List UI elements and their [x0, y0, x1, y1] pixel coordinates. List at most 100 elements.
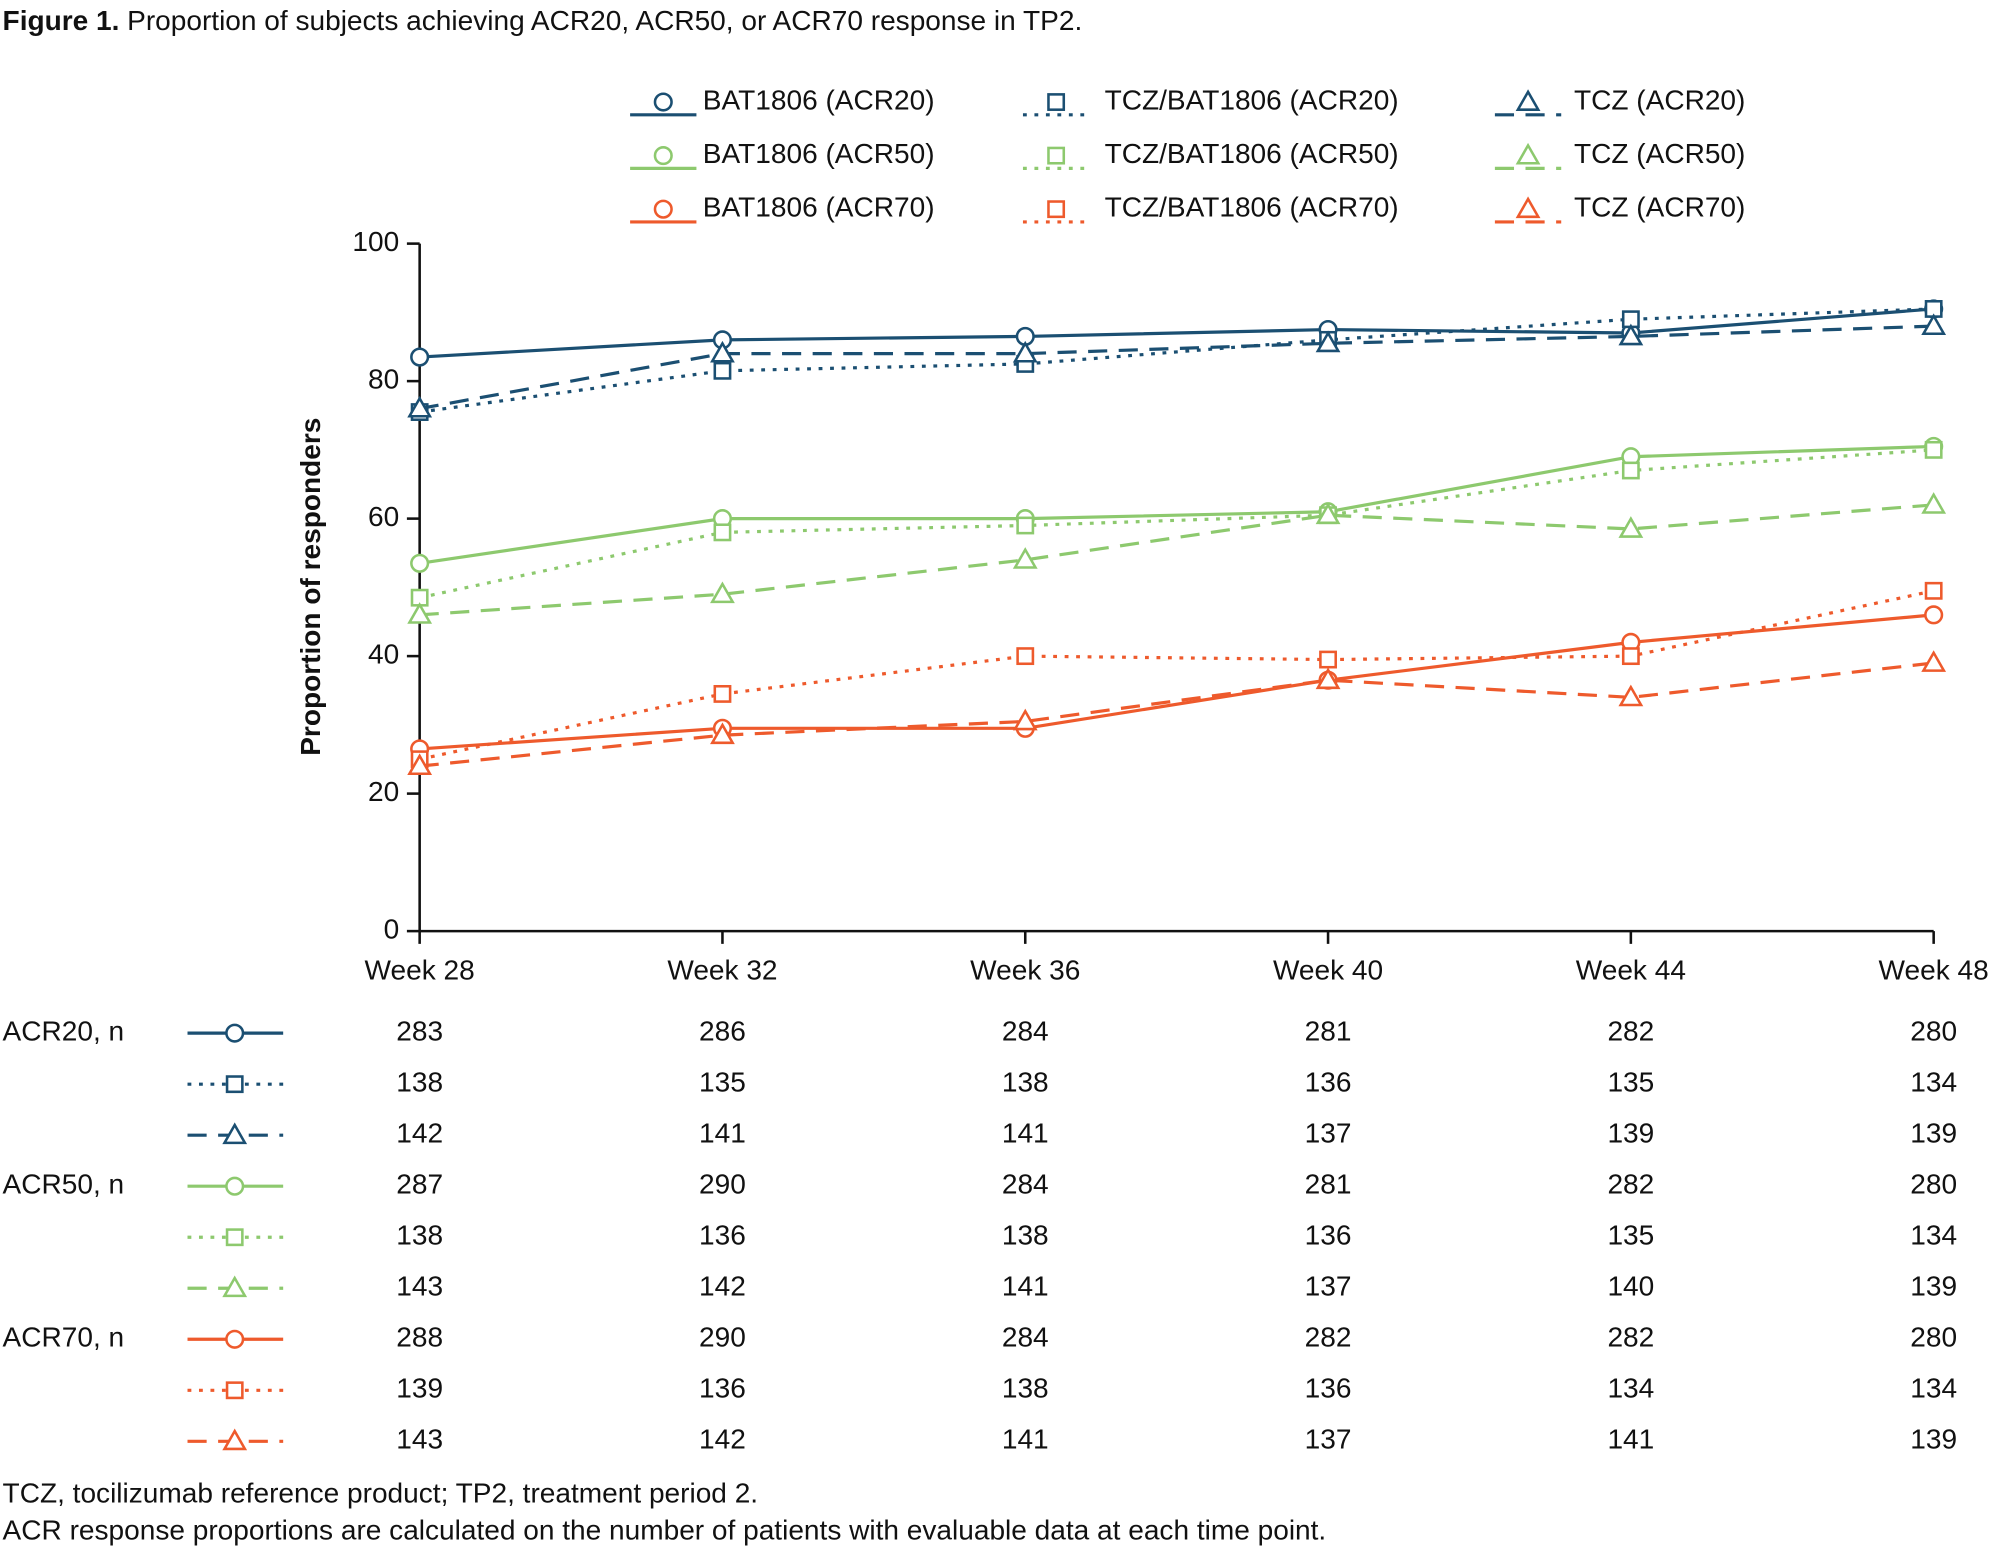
legend-label: TCZ/BAT1806 (ACR70): [1105, 192, 1399, 223]
table-cell: 135: [1607, 1067, 1654, 1098]
footnote: ACR response proportions are calculated …: [3, 1514, 1327, 1545]
table-cell: 290: [699, 1169, 746, 1200]
data-point: [1921, 650, 1947, 672]
data-point: [1012, 340, 1038, 363]
series-line: [419, 307, 1934, 414]
table-cell: 135: [1607, 1220, 1654, 1251]
table-cell: 138: [396, 1220, 443, 1251]
legend-label: BAT1806 (ACR70): [703, 192, 935, 223]
table-cell: 134: [1910, 1373, 1957, 1404]
x-tick-label: Week 28: [365, 954, 475, 985]
table-cell: 286: [699, 1016, 746, 1047]
data-point: [1621, 461, 1640, 480]
series-line: [419, 503, 1934, 617]
table-cell: 284: [1002, 1016, 1049, 1047]
data-point: [713, 361, 732, 380]
table-cell: 136: [699, 1220, 746, 1251]
x-tick-label: Week 48: [1879, 954, 1989, 985]
data-point: [1012, 708, 1038, 731]
table-cell: 280: [1910, 1169, 1957, 1200]
table-cell: 141: [1002, 1271, 1049, 1302]
series-line: [419, 444, 1934, 565]
table-cell: 138: [396, 1067, 443, 1098]
table-cell: 134: [1910, 1220, 1957, 1251]
series-line: [419, 324, 1934, 411]
table-cell: 142: [396, 1118, 443, 1149]
table-cell: 136: [1305, 1067, 1352, 1098]
y-tick-label: 20: [368, 776, 399, 807]
data-point: [1016, 647, 1035, 666]
legend-marker: [1047, 200, 1066, 219]
table-cell: 143: [396, 1424, 443, 1455]
table-cell: 290: [699, 1322, 746, 1353]
legend-label: TCZ (ACR70): [1574, 192, 1745, 223]
x-tick-label: Week 32: [667, 954, 777, 985]
table-group-label: ACR20, n: [3, 1016, 125, 1047]
data-point: [713, 684, 732, 703]
y-tick-label: 100: [352, 226, 399, 257]
table-cell: 139: [1910, 1424, 1957, 1455]
data-point: [1924, 605, 1944, 625]
legend-marker: [653, 146, 673, 166]
table-cell: 282: [1305, 1322, 1352, 1353]
table-cell: 141: [699, 1118, 746, 1149]
data-point: [710, 340, 735, 363]
legend-label: TCZ (ACR50): [1574, 138, 1745, 169]
legend-marker: [653, 199, 673, 219]
data-point: [713, 523, 732, 542]
table-cell: 140: [1607, 1271, 1654, 1302]
table-cell: 134: [1910, 1067, 1957, 1098]
legend-marker: [653, 92, 673, 112]
table-cell: 141: [1607, 1424, 1654, 1455]
table-cell: 137: [1305, 1271, 1352, 1302]
table-cell: 136: [699, 1373, 746, 1404]
table-cell: 143: [396, 1271, 443, 1302]
data-point: [1618, 684, 1644, 707]
series-line: [419, 661, 1934, 768]
y-axis-label: Proportion of responders: [295, 418, 326, 756]
series-line: [419, 613, 1934, 751]
table-cell: 142: [699, 1271, 746, 1302]
table-cell: 138: [1002, 1067, 1049, 1098]
chart-title: Figure 1. Proportion of subjects achievin…: [3, 5, 1083, 36]
data-point: [1621, 647, 1640, 666]
x-tick-label: Week 36: [970, 954, 1080, 985]
legend-label: TCZ/BAT1806 (ACR50): [1105, 138, 1399, 169]
table-cell: 288: [396, 1322, 443, 1353]
table-group-label: ACR70, n: [3, 1322, 125, 1353]
x-tick-label: Week 40: [1273, 954, 1383, 985]
data-point: [1012, 547, 1038, 569]
data-point: [1016, 516, 1035, 535]
data-point: [1924, 581, 1943, 600]
table-symbol-marker: [225, 1329, 245, 1349]
title-text: Proportion of subjects achieving ACR20, …: [127, 5, 1082, 36]
table-cell: 280: [1910, 1322, 1957, 1353]
legend-label: BAT1806 (ACR20): [703, 84, 935, 115]
table-cell: 137: [1305, 1118, 1352, 1149]
table-cell: 137: [1305, 1424, 1352, 1455]
data-point: [1921, 313, 1947, 336]
table-cell: 136: [1305, 1373, 1352, 1404]
table-symbol-marker: [222, 1428, 248, 1451]
data-point: [1924, 440, 1943, 459]
legend-marker: [1515, 196, 1541, 219]
table-cell: 283: [396, 1016, 443, 1047]
data-point: [407, 395, 433, 418]
data-point: [407, 753, 433, 776]
y-tick-label: 40: [368, 639, 399, 670]
table-symbol-marker: [222, 1275, 248, 1298]
data-point: [1618, 323, 1644, 346]
table-symbol-marker: [225, 1075, 244, 1094]
data-point: [410, 553, 430, 573]
table-symbol-marker: [225, 1381, 244, 1400]
table-cell: 284: [1002, 1169, 1049, 1200]
table-cell: 287: [396, 1169, 443, 1200]
table-cell: 282: [1607, 1169, 1654, 1200]
table-symbol-marker: [225, 1023, 245, 1043]
data-point: [407, 602, 433, 624]
table-cell: 141: [1002, 1424, 1049, 1455]
legend-marker: [1047, 146, 1066, 165]
data-point: [1921, 492, 1947, 514]
table-symbol-marker: [222, 1122, 248, 1145]
